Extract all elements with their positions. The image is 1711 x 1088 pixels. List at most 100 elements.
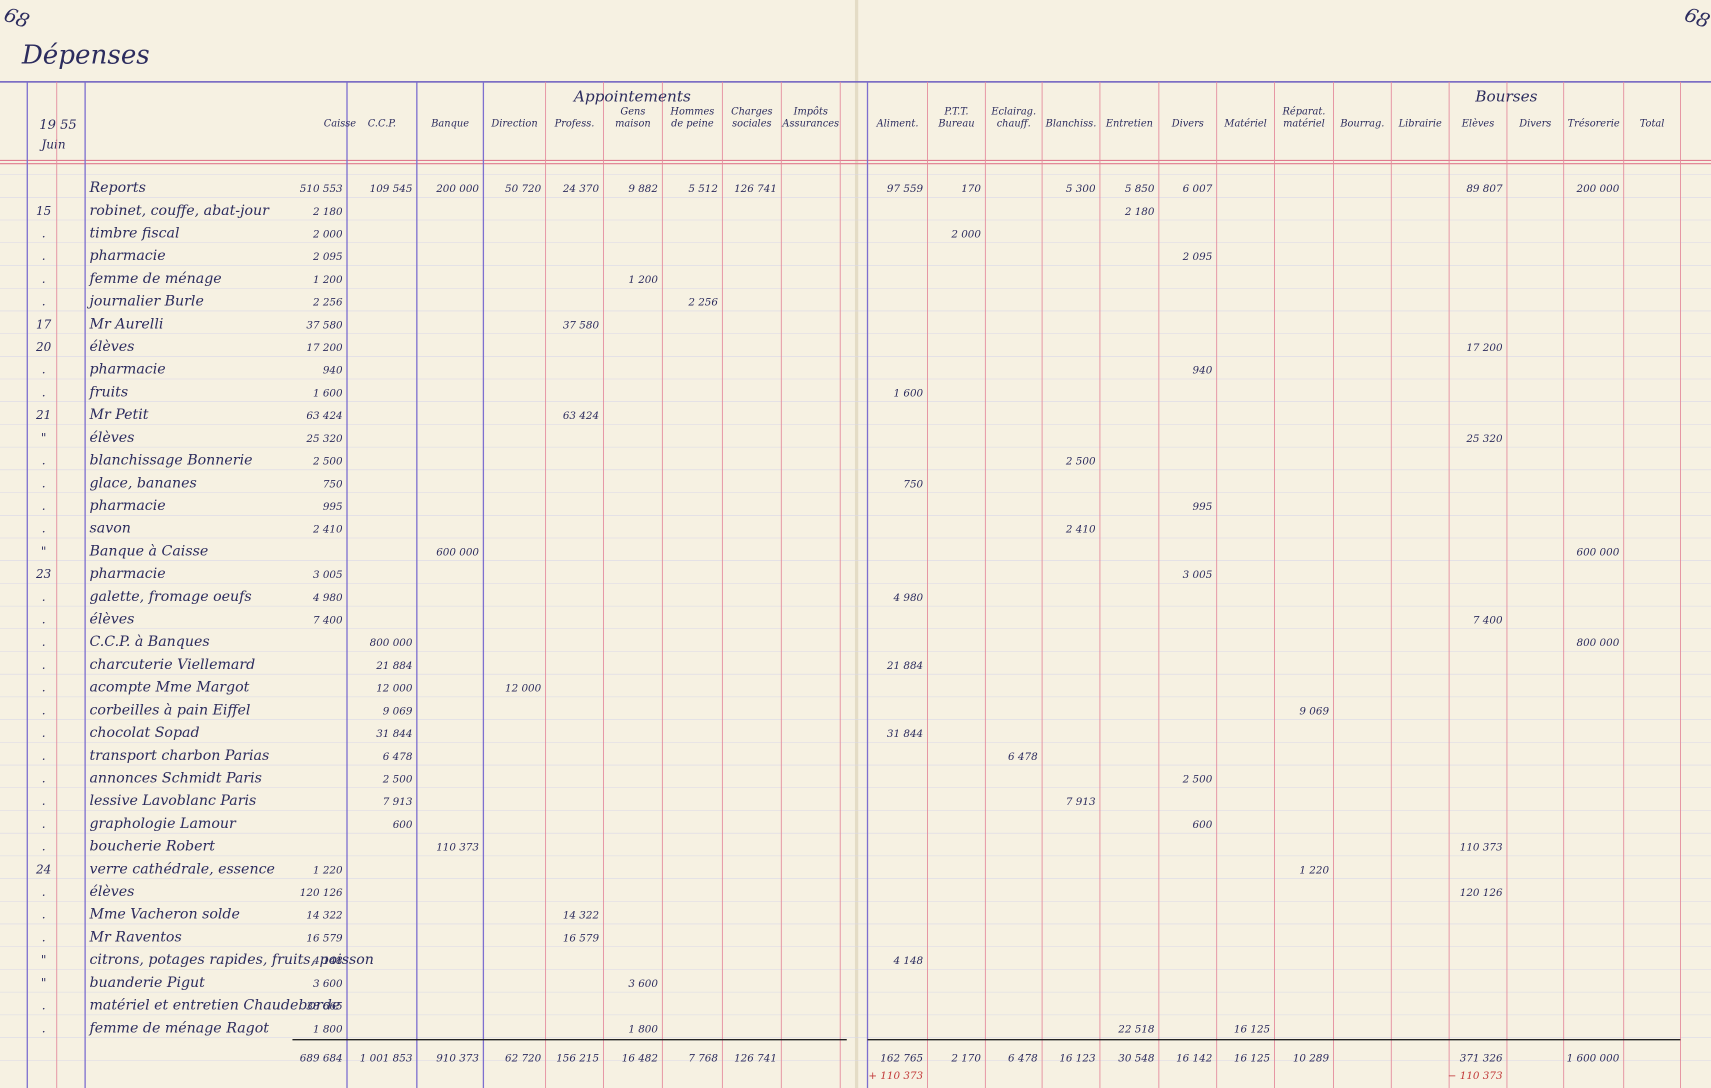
amount: 9 882 [628, 183, 658, 195]
amount: 16 579 [563, 932, 600, 944]
amount: 63 424 [563, 410, 599, 422]
row-label: timbre fiscal [89, 226, 179, 242]
row-label: Mr Aurelli [88, 316, 163, 332]
amount: 17 200 [306, 342, 343, 354]
row-day: . [42, 703, 46, 717]
amount: 9 069 [1299, 705, 1329, 717]
amount: 3 600 [313, 978, 343, 990]
amount: 1 800 [628, 1023, 658, 1035]
amount: 2 000 [950, 229, 981, 241]
amount: 2 095 [1182, 251, 1213, 263]
row-label: charcuterie Viellemard [89, 657, 255, 673]
year: 19 55 [39, 118, 76, 133]
total-amount: 126 741 [734, 1053, 777, 1065]
row-day: . [42, 794, 46, 808]
amount: 3 005 [1183, 569, 1213, 581]
amount: 2 256 [312, 297, 343, 309]
row-day: . [42, 749, 46, 763]
amount: 50 720 [505, 183, 542, 195]
total-amount: 2 170 [950, 1053, 981, 1065]
amount: 800 000 [1576, 637, 1619, 649]
column-header: Librairie [1398, 119, 1442, 130]
amount: 38 665 [306, 1001, 342, 1013]
amount: 995 [323, 501, 343, 513]
amount: 9 069 [383, 705, 413, 717]
amount: 17 200 [1466, 342, 1503, 354]
column-header: de peine [671, 119, 714, 130]
column-header: Total [1640, 119, 1665, 130]
row-label: pharmacie [89, 566, 165, 582]
row-label: Mr Raventos [88, 929, 181, 945]
amount: 37 580 [306, 319, 343, 331]
amount: 5 512 [688, 183, 718, 195]
row-label: buanderie Pigut [89, 975, 205, 991]
amount: 1 200 [628, 274, 658, 286]
total-amount: 16 123 [1059, 1053, 1096, 1065]
total-amount: 30 548 [1118, 1053, 1155, 1065]
row-label: journalier Burle [86, 294, 203, 310]
amount: 750 [903, 478, 923, 490]
amount: 940 [1193, 365, 1213, 377]
amount: 4 980 [312, 592, 343, 604]
amount: 2 500 [1182, 773, 1213, 785]
row-day: . [42, 454, 46, 468]
amount: 750 [323, 478, 343, 490]
amount: 37 580 [563, 319, 600, 331]
amount: 200 000 [435, 183, 479, 195]
column-header: Elèves [1461, 119, 1495, 130]
correction: − 110 373 [1448, 1070, 1503, 1082]
column-header: Charges [731, 107, 773, 118]
row-label: élèves [89, 884, 134, 900]
amount: 120 126 [300, 887, 343, 899]
page-title: Dépenses [21, 40, 150, 70]
amount: 7 400 [313, 615, 343, 627]
correction: + 110 373 [868, 1070, 923, 1082]
row-day: . [42, 249, 46, 263]
row-day: 20 [35, 340, 52, 354]
amount: 800 000 [370, 637, 413, 649]
amount: 7 913 [1066, 796, 1096, 808]
amount: 110 373 [1460, 842, 1503, 854]
row-label: lessive Lavoblanc Paris [89, 793, 256, 809]
column-header: sociales [732, 119, 771, 130]
amount: 3 600 [628, 978, 658, 990]
total-amount: 6 478 [1008, 1053, 1038, 1065]
row-day: . [42, 635, 46, 649]
amount: 25 320 [305, 433, 343, 445]
row-day: . [42, 908, 46, 922]
amount: 2 180 [1124, 206, 1155, 218]
row-label: pharmacie [89, 248, 165, 264]
amount: 21 884 [375, 660, 412, 672]
amount: 1 220 [1299, 864, 1329, 876]
amount: 2 410 [312, 524, 343, 536]
row-day: " [41, 976, 47, 990]
row-label: boucherie Robert [89, 839, 215, 855]
amount: 600 [393, 819, 413, 831]
amount: 510 553 [300, 183, 343, 195]
row-day: . [42, 499, 46, 513]
amount: 4 980 [892, 592, 923, 604]
row-day: 23 [35, 567, 52, 581]
row-label: glace, bananes [89, 475, 196, 491]
amount: 1 200 [313, 274, 343, 286]
row-label: élèves [89, 612, 134, 628]
row-label: pharmacie [89, 362, 165, 378]
column-header: Hommes [669, 107, 714, 118]
row-day: " [41, 544, 47, 558]
amount: 995 [1193, 501, 1213, 513]
row-label: femme de ménage Ragot [88, 1020, 269, 1036]
amount: 2 095 [312, 251, 343, 263]
row-day: . [42, 385, 46, 399]
row-day: " [41, 431, 47, 445]
amount: 21 884 [886, 660, 923, 672]
row-label: galette, fromage oeufs [89, 589, 251, 605]
row-day: . [42, 295, 46, 309]
column-header: Impôts [793, 107, 828, 118]
row-label: Reports [88, 180, 145, 196]
row-day: . [42, 658, 46, 672]
column-header: chauff. [997, 119, 1031, 130]
column-header: maison [615, 119, 651, 130]
total-amount: 16 482 [622, 1053, 658, 1065]
column-header: Réparat. [1282, 107, 1326, 118]
